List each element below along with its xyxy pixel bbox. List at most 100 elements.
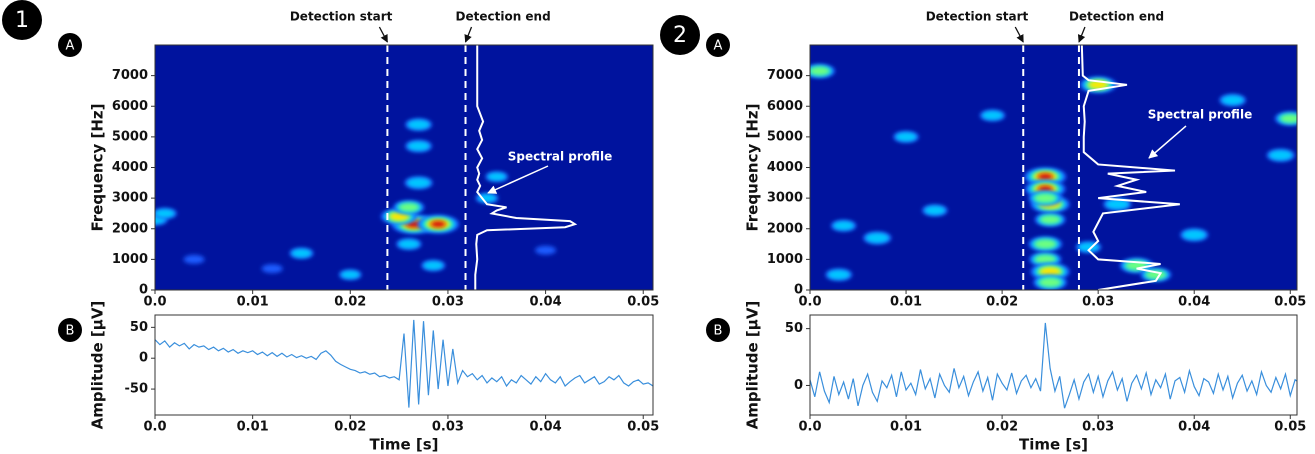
- x-tick-label: 0.04: [1178, 420, 1210, 435]
- plot-area: [810, 45, 1297, 290]
- y-axis-label: Amplitude [µV]: [744, 301, 762, 430]
- plot-area: [810, 322, 1297, 409]
- x-tick-label: 0.02: [986, 420, 1018, 435]
- heatmap-cell: [1221, 95, 1244, 105]
- heatmap-cell: [895, 132, 917, 142]
- y-tick-label: 5000: [767, 129, 803, 144]
- heatmap-background: [810, 45, 1297, 290]
- heatmap-cell: [1105, 199, 1130, 210]
- y-tick-label: 2000: [767, 221, 803, 236]
- heatmap-cell: [832, 221, 855, 231]
- y-tick-label: 1000: [112, 252, 148, 267]
- panel-label: 2: [673, 23, 687, 48]
- heatmap-cell: [1268, 150, 1293, 161]
- y-tick-label: 50: [130, 320, 148, 335]
- heatmap-cell: [407, 119, 430, 130]
- y-axis-label: Amplitude [µV]: [89, 301, 107, 430]
- x-tick-label: 0.03: [432, 295, 464, 310]
- x-tick-label: 0.02: [986, 295, 1018, 310]
- heatmap-cell: [865, 232, 890, 244]
- y-axis-label: Frequency [Hz]: [744, 103, 762, 231]
- panel-badge: [2, 0, 42, 40]
- subpanel-label: B: [66, 324, 75, 339]
- heatmap-background: [155, 45, 653, 290]
- heatmap-cell: [1182, 229, 1207, 240]
- x-tick-label: 0.03: [432, 420, 464, 435]
- x-tick-label: 0.0: [798, 295, 821, 310]
- x-tick-label: 0.01: [237, 420, 269, 435]
- y-tick-label: 7000: [112, 68, 148, 83]
- heatmap-cell: [389, 212, 409, 221]
- subpanel-badge: [58, 318, 82, 342]
- x-tick-label: 0.04: [530, 420, 562, 435]
- y-tick-label: -50: [125, 382, 149, 397]
- annotation: Spectral profile: [508, 150, 612, 164]
- heatmap-cell: [827, 269, 851, 280]
- heatmap-cell: [398, 239, 420, 249]
- x-tick-label: 0.04: [1178, 295, 1210, 310]
- y-tick-label: 7000: [767, 68, 803, 83]
- heatmap-cell: [535, 245, 557, 255]
- heatmap-cell: [291, 248, 312, 258]
- x-tick-label: 0.0: [798, 420, 821, 435]
- axes-frame: [154, 314, 654, 416]
- annotation-arrow: [1148, 125, 1187, 159]
- x-axis-label: Time [s]: [369, 436, 438, 454]
- y-tick-label: 3000: [112, 191, 148, 206]
- x-tick-label: 0.05: [627, 420, 659, 435]
- heatmap-cell: [398, 202, 420, 212]
- heatmap-cell: [810, 66, 830, 76]
- heatmap-cell: [261, 264, 283, 274]
- heatmap-cell: [1037, 173, 1053, 180]
- detection-arrow: [378, 26, 388, 43]
- y-tick-label: 6000: [112, 99, 148, 114]
- heatmap-cell: [981, 110, 1004, 121]
- y-tick-label: 3000: [767, 191, 803, 206]
- panel-label: 1: [15, 8, 29, 33]
- subpanel-badge: [706, 318, 730, 342]
- spectral-profile: [1080, 44, 1180, 291]
- y-axis-label: Frequency [Hz]: [89, 103, 107, 231]
- subpanel-badge: [58, 33, 82, 57]
- detection-arrow: [464, 26, 473, 43]
- y-tick-label: 0: [794, 283, 803, 298]
- heatmap-cell: [1034, 239, 1057, 249]
- detection-arrow: [1077, 26, 1086, 43]
- x-tick-label: 0.02: [334, 295, 366, 310]
- x-tick-label: 0.02: [334, 420, 366, 435]
- annotation-arrow: [487, 165, 549, 194]
- x-tick-label: 0.0: [143, 295, 166, 310]
- detection-label: Detection end: [1069, 10, 1164, 24]
- heatmap-cell: [423, 261, 444, 270]
- y-tick-label: 0: [794, 378, 803, 393]
- subpanel-label: B: [714, 324, 723, 339]
- heatmap-cell: [1039, 215, 1061, 224]
- y-tick-label: 4000: [112, 160, 148, 175]
- heatmap-cell: [340, 270, 360, 279]
- x-tick-label: 0.01: [237, 295, 269, 310]
- y-tick-label: 50: [785, 321, 803, 336]
- heatmap-cell: [477, 194, 497, 203]
- heatmap-cell: [407, 141, 430, 151]
- x-tick-label: 0.04: [530, 295, 562, 310]
- y-tick-label: 1000: [767, 252, 803, 267]
- y-tick-label: 4000: [767, 160, 803, 175]
- heatmap-cell: [1040, 267, 1061, 276]
- axes-frame: [809, 314, 1298, 416]
- y-tick-label: 0: [139, 351, 148, 366]
- waveform: [810, 322, 1297, 409]
- panel-badge: [660, 15, 700, 55]
- x-tick-label: 0.01: [890, 420, 922, 435]
- heatmap-cell: [155, 209, 175, 218]
- spectral-profile: [474, 45, 578, 290]
- y-tick-label: 6000: [767, 99, 803, 114]
- x-tick-label: 0.03: [1082, 420, 1114, 435]
- heatmap-cell: [1039, 277, 1062, 288]
- heatmap-cell: [406, 177, 431, 188]
- detection-label: Detection start: [290, 10, 393, 24]
- x-tick-label: 0.0: [143, 420, 166, 435]
- heatmap-cell: [1280, 114, 1297, 123]
- heatmap-cell: [924, 205, 946, 215]
- heatmap-cell: [487, 172, 507, 181]
- heatmap-cell: [183, 254, 205, 264]
